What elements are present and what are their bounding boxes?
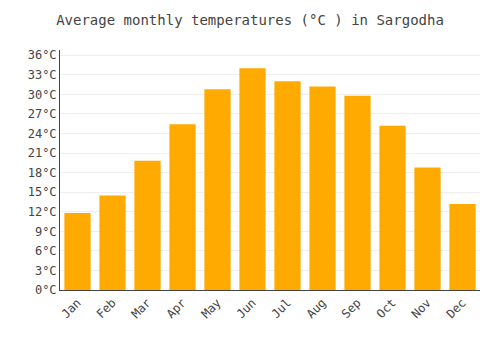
- svg-text:21°C: 21°C: [28, 146, 57, 160]
- svg-text:Average monthly temperatures (: Average monthly temperatures (°C ) in Sa…: [56, 12, 444, 28]
- svg-text:Nov: Nov: [409, 296, 434, 321]
- svg-text:12°C: 12°C: [28, 205, 57, 219]
- svg-text:Aug: Aug: [304, 296, 329, 321]
- svg-text:15°C: 15°C: [28, 185, 57, 199]
- svg-text:36°C: 36°C: [28, 48, 57, 62]
- svg-text:May: May: [199, 296, 224, 321]
- svg-text:Jul: Jul: [269, 296, 294, 321]
- svg-text:33°C: 33°C: [28, 68, 57, 82]
- svg-text:18°C: 18°C: [28, 166, 57, 180]
- svg-text:27°C: 27°C: [28, 107, 57, 121]
- svg-text:Feb: Feb: [94, 296, 119, 321]
- svg-text:Dec: Dec: [444, 296, 469, 321]
- svg-text:Oct: Oct: [374, 296, 399, 321]
- svg-text:Jan: Jan: [59, 296, 84, 321]
- svg-text:9°C: 9°C: [35, 225, 57, 239]
- svg-text:24°C: 24°C: [28, 127, 57, 141]
- svg-text:Mar: Mar: [129, 296, 154, 321]
- svg-text:30°C: 30°C: [28, 88, 57, 102]
- svg-text:Sep: Sep: [339, 296, 364, 321]
- svg-text:0°C: 0°C: [35, 283, 57, 297]
- svg-text:Jun: Jun: [234, 296, 259, 321]
- svg-text:3°C: 3°C: [35, 264, 57, 278]
- svg-text:6°C: 6°C: [35, 244, 57, 258]
- svg-text:Apr: Apr: [164, 296, 189, 321]
